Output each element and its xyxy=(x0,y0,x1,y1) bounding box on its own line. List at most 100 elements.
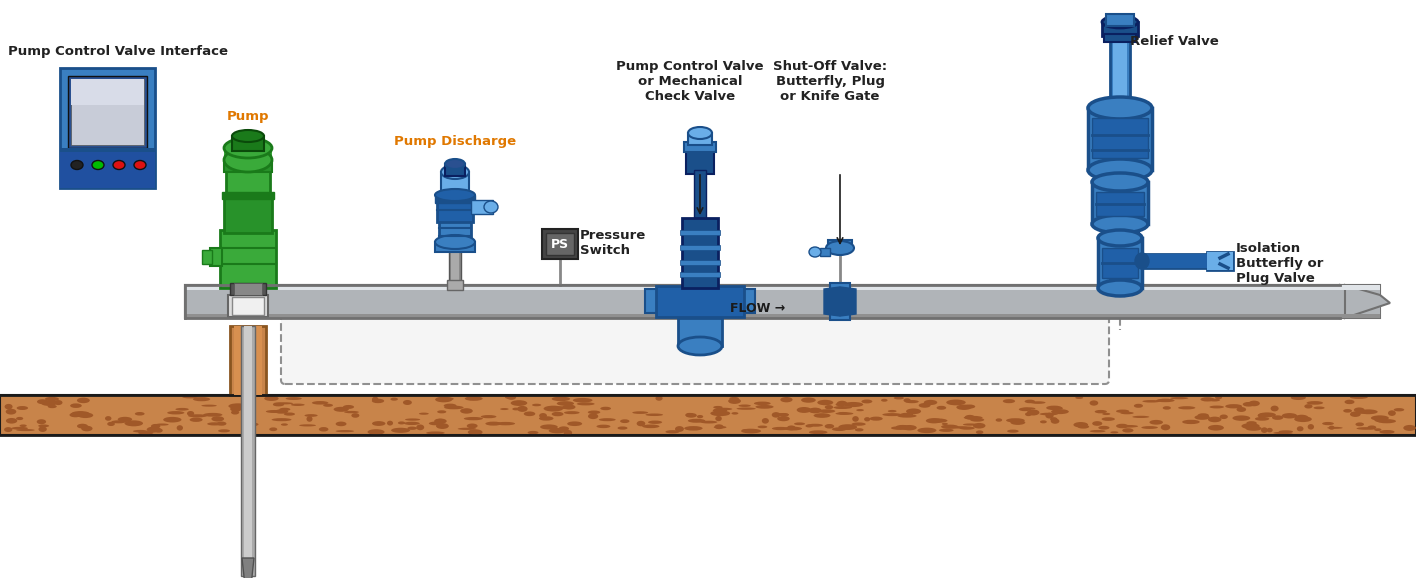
Text: Pump: Pump xyxy=(227,110,269,123)
Ellipse shape xyxy=(1279,430,1293,433)
Bar xyxy=(1104,165,1136,173)
Ellipse shape xyxy=(202,413,222,417)
Ellipse shape xyxy=(539,424,558,429)
Ellipse shape xyxy=(558,427,569,431)
Ellipse shape xyxy=(600,407,612,410)
Bar xyxy=(222,192,275,199)
Ellipse shape xyxy=(1354,407,1365,412)
Ellipse shape xyxy=(1087,97,1153,119)
Ellipse shape xyxy=(368,429,385,435)
Ellipse shape xyxy=(780,397,793,402)
Ellipse shape xyxy=(228,403,248,409)
Ellipse shape xyxy=(506,395,514,399)
Ellipse shape xyxy=(71,411,91,417)
Ellipse shape xyxy=(855,428,864,431)
Ellipse shape xyxy=(960,427,974,429)
Bar xyxy=(1087,108,1153,170)
Ellipse shape xyxy=(1388,410,1396,416)
Ellipse shape xyxy=(942,425,959,429)
Ellipse shape xyxy=(404,422,419,425)
Ellipse shape xyxy=(573,398,592,402)
Ellipse shape xyxy=(372,421,385,426)
Ellipse shape xyxy=(4,404,13,409)
Ellipse shape xyxy=(1232,416,1250,421)
Ellipse shape xyxy=(37,399,48,404)
Bar xyxy=(1104,34,1136,42)
Ellipse shape xyxy=(92,161,103,169)
Ellipse shape xyxy=(1150,420,1163,425)
Ellipse shape xyxy=(1236,407,1246,412)
Text: Isolation
Butterfly or
Plug Valve: Isolation Butterfly or Plug Valve xyxy=(1236,242,1324,285)
Ellipse shape xyxy=(697,415,704,418)
Ellipse shape xyxy=(38,427,47,432)
Ellipse shape xyxy=(1249,401,1260,406)
Ellipse shape xyxy=(1257,413,1266,418)
Bar xyxy=(1096,192,1144,216)
Ellipse shape xyxy=(1052,407,1063,409)
Bar xyxy=(68,76,147,148)
Bar xyxy=(1206,252,1233,270)
Ellipse shape xyxy=(343,405,354,409)
Polygon shape xyxy=(71,79,101,104)
Ellipse shape xyxy=(265,396,279,401)
Ellipse shape xyxy=(1087,159,1153,181)
Ellipse shape xyxy=(286,397,302,400)
Ellipse shape xyxy=(464,417,483,420)
Bar xyxy=(680,272,719,277)
Ellipse shape xyxy=(445,159,464,169)
Ellipse shape xyxy=(1110,431,1119,434)
Ellipse shape xyxy=(1045,413,1054,418)
Ellipse shape xyxy=(711,410,731,416)
Ellipse shape xyxy=(714,406,722,409)
Ellipse shape xyxy=(16,429,35,431)
Ellipse shape xyxy=(398,421,405,424)
Bar xyxy=(228,295,268,317)
Text: FLOW →: FLOW → xyxy=(731,302,786,315)
Ellipse shape xyxy=(1262,427,1267,433)
Ellipse shape xyxy=(496,422,515,425)
Ellipse shape xyxy=(898,414,916,418)
Ellipse shape xyxy=(1297,426,1304,431)
Ellipse shape xyxy=(69,413,81,417)
Ellipse shape xyxy=(1051,417,1058,421)
Ellipse shape xyxy=(1099,426,1110,429)
Ellipse shape xyxy=(218,429,229,432)
Ellipse shape xyxy=(1089,401,1099,406)
Ellipse shape xyxy=(552,412,564,416)
Bar xyxy=(224,148,272,163)
Ellipse shape xyxy=(1178,406,1195,409)
Ellipse shape xyxy=(532,403,541,406)
Ellipse shape xyxy=(596,425,610,428)
Ellipse shape xyxy=(1092,421,1102,426)
Bar xyxy=(59,68,154,188)
Ellipse shape xyxy=(442,397,453,401)
Ellipse shape xyxy=(1242,423,1260,429)
Bar xyxy=(1110,280,1130,285)
Text: Shut-Off Valve:
Butterfly, Plug
or Knife Gate: Shut-Off Valve: Butterfly, Plug or Knife… xyxy=(773,60,886,103)
Ellipse shape xyxy=(918,428,936,433)
Ellipse shape xyxy=(11,427,28,429)
Ellipse shape xyxy=(269,427,278,431)
Bar xyxy=(227,168,270,198)
Ellipse shape xyxy=(467,429,483,435)
Ellipse shape xyxy=(193,397,210,401)
Bar xyxy=(542,229,578,259)
Ellipse shape xyxy=(405,418,421,421)
Ellipse shape xyxy=(646,413,663,416)
Ellipse shape xyxy=(956,405,971,410)
Ellipse shape xyxy=(837,401,847,406)
Ellipse shape xyxy=(1051,409,1069,414)
Ellipse shape xyxy=(1025,399,1035,403)
Ellipse shape xyxy=(1133,416,1150,418)
Ellipse shape xyxy=(408,427,416,430)
Bar xyxy=(1102,248,1138,278)
Polygon shape xyxy=(1340,285,1381,318)
Ellipse shape xyxy=(715,407,732,410)
Ellipse shape xyxy=(797,407,811,413)
Ellipse shape xyxy=(685,413,697,418)
Ellipse shape xyxy=(1020,407,1031,411)
Ellipse shape xyxy=(1323,422,1334,425)
Ellipse shape xyxy=(929,418,947,423)
Ellipse shape xyxy=(457,428,476,430)
Ellipse shape xyxy=(1092,215,1148,233)
